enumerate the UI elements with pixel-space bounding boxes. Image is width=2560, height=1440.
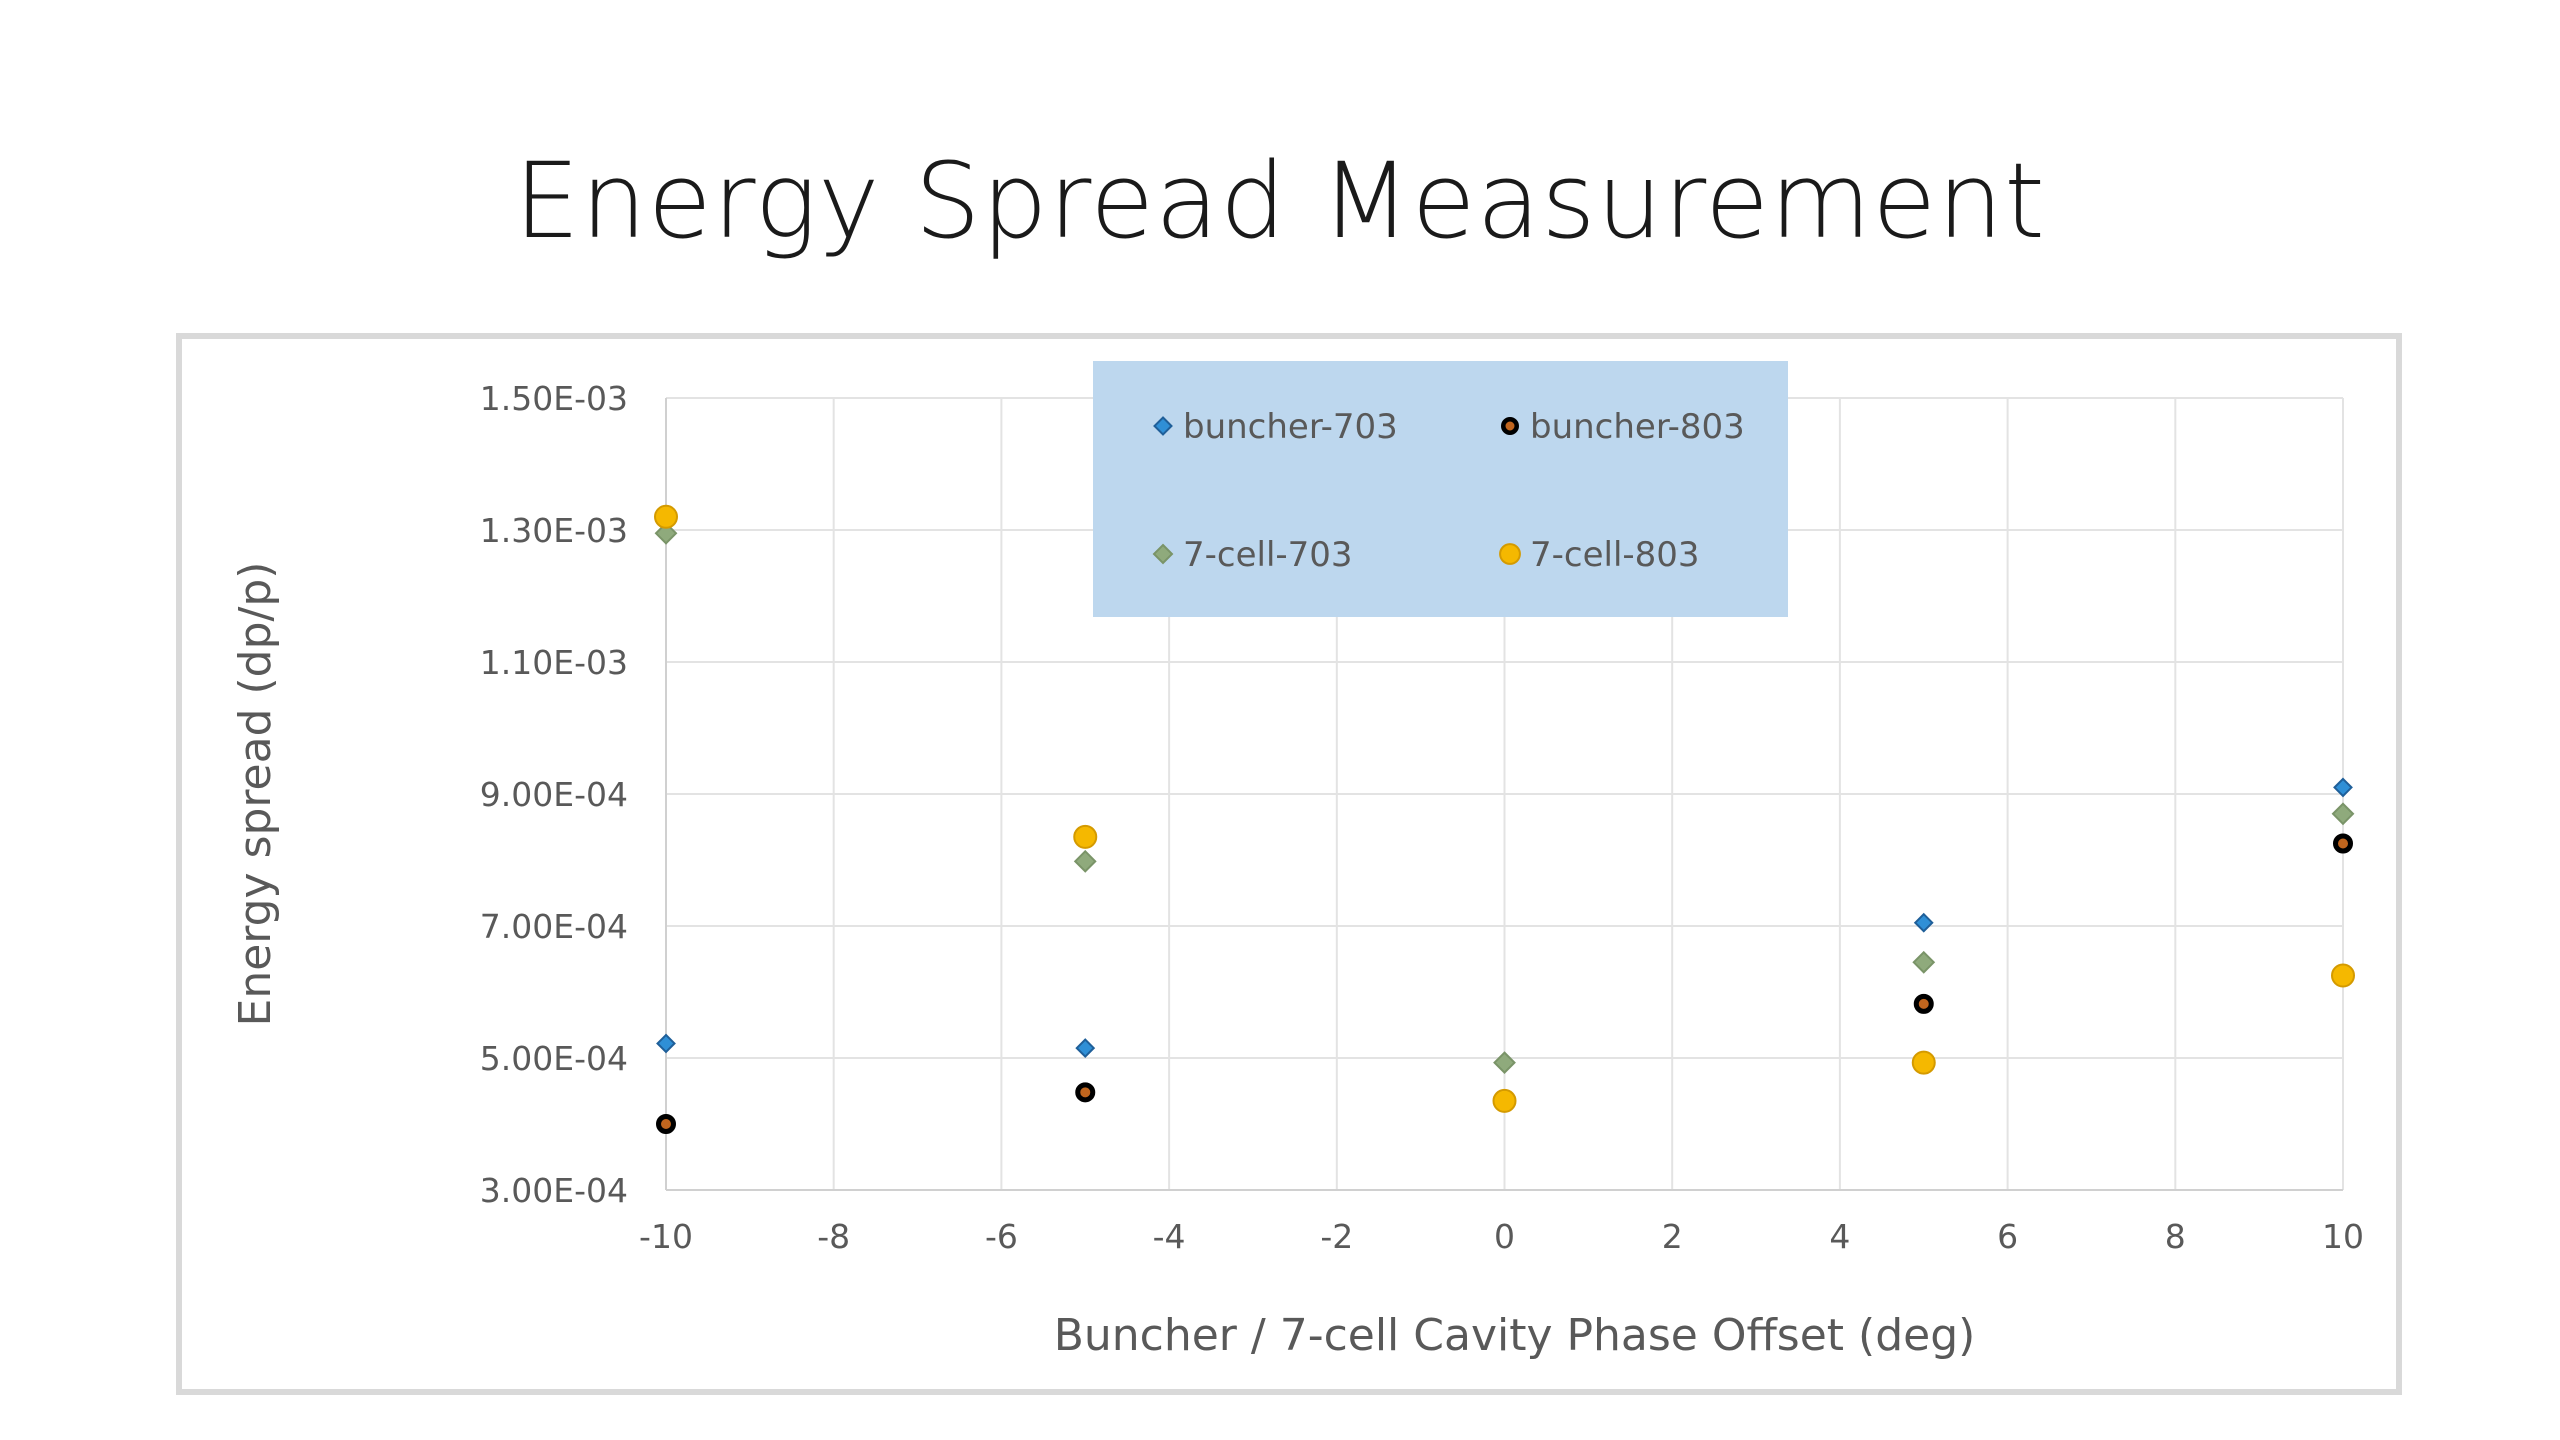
data-point bbox=[656, 1114, 676, 1134]
y-tick-label: 3.00E-04 bbox=[480, 1171, 628, 1210]
legend-marker bbox=[1153, 416, 1173, 436]
x-tick-label: -10 bbox=[639, 1217, 693, 1256]
slide-title: Energy Spread Measurement bbox=[514, 140, 2046, 262]
legend-item: buncher-703 bbox=[1153, 407, 1398, 447]
series-7-cell-803 bbox=[654, 504, 2355, 1113]
series-7-cell-703 bbox=[654, 521, 2355, 1075]
y-tick-label: 5.00E-04 bbox=[480, 1039, 628, 1078]
x-tick-label: -8 bbox=[817, 1217, 850, 1256]
data-point bbox=[656, 1033, 676, 1054]
x-tick-label: 4 bbox=[1829, 1217, 1850, 1256]
x-tick-labels: -10 -8 -6 -4 -2 0 2 4 6 8 10 bbox=[639, 1217, 2364, 1256]
legend-label: 7-cell-703 bbox=[1183, 535, 1353, 575]
data-point bbox=[1073, 824, 1098, 849]
data-point bbox=[2333, 777, 2353, 798]
series-buncher-703 bbox=[656, 777, 2353, 1059]
y-tick-label: 7.00E-04 bbox=[480, 907, 628, 946]
legend-item: buncher-803 bbox=[1501, 407, 1745, 447]
y-tick-label: 9.00E-04 bbox=[480, 775, 628, 814]
data-point bbox=[654, 521, 678, 545]
x-tick-label: -2 bbox=[1320, 1217, 1353, 1256]
data-point bbox=[1075, 1038, 1096, 1059]
x-tick-label: -6 bbox=[985, 1217, 1018, 1256]
legend-item: 7-cell-803 bbox=[1499, 535, 1700, 575]
data-point bbox=[1492, 1088, 1517, 1113]
legend-label: buncher-703 bbox=[1183, 407, 1398, 447]
legend-marker bbox=[1501, 417, 1519, 435]
x-tick-label: -4 bbox=[1153, 1217, 1186, 1256]
data-point bbox=[1912, 950, 1936, 974]
series-buncher-803 bbox=[656, 833, 2353, 1134]
y-axis-title: Energy spread (dp/p) bbox=[230, 562, 281, 1027]
data-point bbox=[1075, 1082, 1096, 1103]
data-point bbox=[2331, 963, 2355, 988]
x-axis-title: Buncher / 7-cell Cavity Phase Offset (de… bbox=[1054, 1310, 1976, 1361]
x-tick-label: 6 bbox=[1997, 1217, 2018, 1256]
x-tick-label: 10 bbox=[2322, 1217, 2364, 1256]
x-tick-label: 2 bbox=[1662, 1217, 1683, 1256]
data-point bbox=[1913, 993, 1934, 1014]
data-point bbox=[1073, 849, 1097, 873]
data-point bbox=[2333, 833, 2353, 854]
legend-box bbox=[1093, 361, 1788, 617]
data-point bbox=[1913, 912, 1934, 933]
y-tick-labels: 3.00E-04 5.00E-04 7.00E-04 9.00E-04 1.10E-03… bbox=[480, 379, 628, 1210]
legend-label: 7-cell-803 bbox=[1530, 535, 1700, 575]
legend-marker bbox=[1152, 543, 1174, 565]
data-point bbox=[1911, 1050, 1936, 1075]
data-points bbox=[654, 504, 2355, 1134]
legend-item: 7-cell-703 bbox=[1152, 535, 1353, 575]
data-point bbox=[2331, 802, 2355, 826]
legend-label: buncher-803 bbox=[1530, 407, 1745, 447]
y-tick-label: 1.30E-03 bbox=[480, 511, 628, 550]
x-tick-label: 0 bbox=[1494, 1217, 1515, 1256]
legend-marker bbox=[1499, 543, 1521, 565]
data-point bbox=[654, 504, 678, 529]
y-tick-label: 1.10E-03 bbox=[480, 643, 628, 682]
x-tick-label: 8 bbox=[2165, 1217, 2186, 1256]
data-point bbox=[1493, 1051, 1516, 1075]
legend: buncher-703 buncher-803 7-cell-703 7-cell-8… bbox=[1093, 361, 1788, 617]
y-tick-label: 1.50E-03 bbox=[480, 379, 628, 418]
